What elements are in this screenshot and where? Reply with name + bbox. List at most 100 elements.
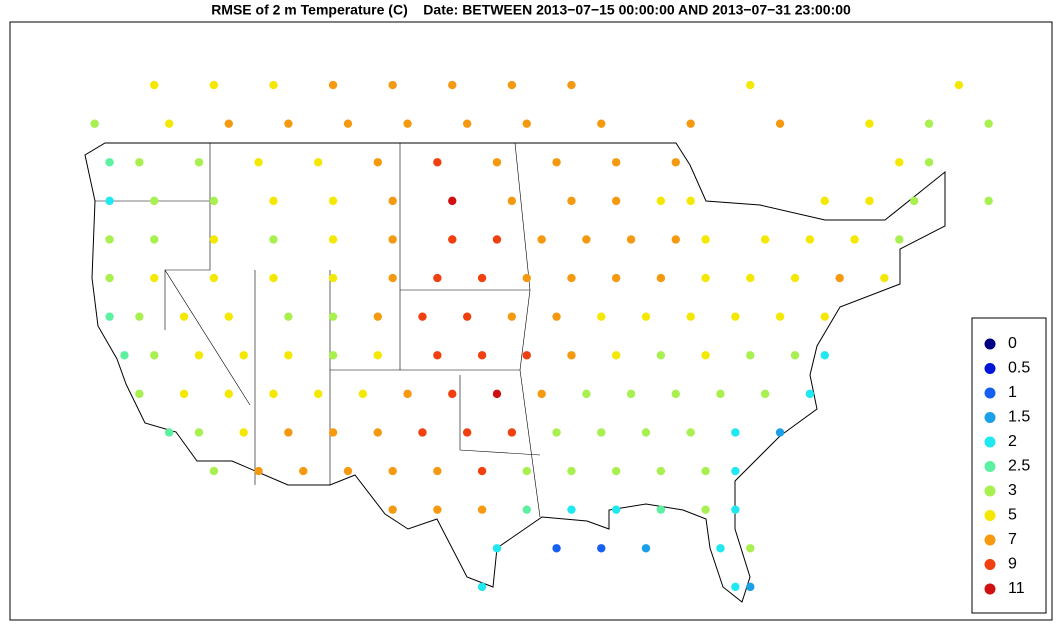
station-dot (135, 158, 144, 167)
station-dot (597, 428, 606, 437)
station-dot (731, 466, 740, 476)
station-dot (537, 235, 546, 244)
station-dot (433, 158, 442, 167)
station-dot (343, 119, 353, 128)
station-dot (686, 312, 695, 321)
station-dot (299, 466, 308, 476)
station-dot (209, 235, 219, 244)
station-dot (269, 389, 278, 399)
station-dot (477, 466, 487, 476)
station-dot (611, 466, 621, 476)
station-dot (492, 158, 502, 167)
station-dot (150, 351, 159, 360)
station-dot (194, 351, 204, 360)
station-dot (775, 119, 785, 128)
station-dot (328, 273, 338, 283)
station-dot (224, 312, 233, 321)
station-dot (462, 119, 472, 128)
station-dot (105, 235, 114, 244)
station-dot (164, 119, 174, 128)
station-dot (716, 389, 725, 399)
station-dot (239, 351, 248, 360)
station-dot (492, 235, 502, 244)
legend-label: 2.5 (1008, 458, 1030, 475)
station-dot (656, 196, 666, 206)
station-dot (433, 351, 442, 360)
station-dot (224, 389, 233, 399)
station-dot (552, 428, 561, 437)
station-dot (611, 158, 621, 167)
station-dot (716, 544, 725, 553)
legend-label: 0 (1008, 335, 1017, 352)
station-dot (805, 235, 815, 244)
station-dot (388, 273, 397, 283)
station-dot (448, 389, 457, 399)
station-dot (611, 505, 621, 514)
legend-label: 7 (1008, 531, 1017, 548)
station-dot (388, 466, 397, 476)
legend-label: 9 (1008, 556, 1017, 573)
station-dot (179, 312, 189, 321)
station-dot (641, 312, 651, 321)
station-dot (284, 312, 293, 321)
station-dot (492, 544, 502, 553)
station-dot (328, 235, 338, 244)
station-dot (507, 428, 517, 437)
station-dot (656, 273, 666, 283)
station-dot (284, 119, 293, 128)
station-dot (865, 119, 874, 128)
station-dot (537, 389, 546, 399)
station-dot (150, 273, 159, 283)
station-dot (462, 312, 472, 321)
station-dot (373, 158, 382, 167)
station-dot (686, 428, 695, 437)
station-dot (477, 273, 487, 283)
station-dot (820, 196, 829, 206)
legend-swatch (984, 510, 996, 521)
station-dot (760, 235, 770, 244)
station-dot (820, 351, 829, 360)
station-dot (522, 273, 531, 283)
station-dot (522, 505, 531, 514)
station-dot (924, 158, 934, 167)
station-dot (671, 235, 680, 244)
station-dot (567, 505, 576, 514)
station-dot (433, 466, 442, 476)
station-dot (328, 312, 338, 321)
map-title: RMSE of 2 m Temperature (C) Date: BETWEE… (211, 2, 851, 18)
station-dot (641, 544, 651, 553)
station-dot (388, 196, 397, 206)
station-dot (313, 158, 323, 167)
station-dot (477, 351, 487, 360)
station-dot (656, 505, 666, 514)
station-dot (373, 312, 382, 321)
station-dot (254, 158, 263, 167)
station-dot (328, 80, 338, 90)
station-dot (448, 196, 457, 206)
station-dot (760, 389, 770, 399)
station-dot (552, 544, 561, 553)
station-dot (701, 505, 710, 514)
station-dot (567, 466, 576, 476)
station-dot (433, 505, 442, 514)
station-dot (418, 428, 427, 437)
station-dot (582, 389, 591, 399)
station-dot (373, 351, 382, 360)
station-dot (373, 428, 382, 437)
legend-label: 11 (1008, 580, 1025, 597)
station-dot (328, 428, 338, 437)
station-dot (477, 505, 487, 514)
station-dot (239, 428, 248, 437)
station-dot (194, 158, 204, 167)
station-dot (686, 119, 695, 128)
station-dot (909, 196, 919, 206)
station-dot (552, 158, 561, 167)
station-dot (135, 389, 144, 399)
station-dot (567, 196, 576, 206)
station-dot (358, 389, 368, 399)
station-dot (701, 466, 710, 476)
station-dot (835, 273, 844, 283)
station-dot (701, 273, 710, 283)
station-dot (254, 466, 263, 476)
station-dot (775, 428, 785, 437)
